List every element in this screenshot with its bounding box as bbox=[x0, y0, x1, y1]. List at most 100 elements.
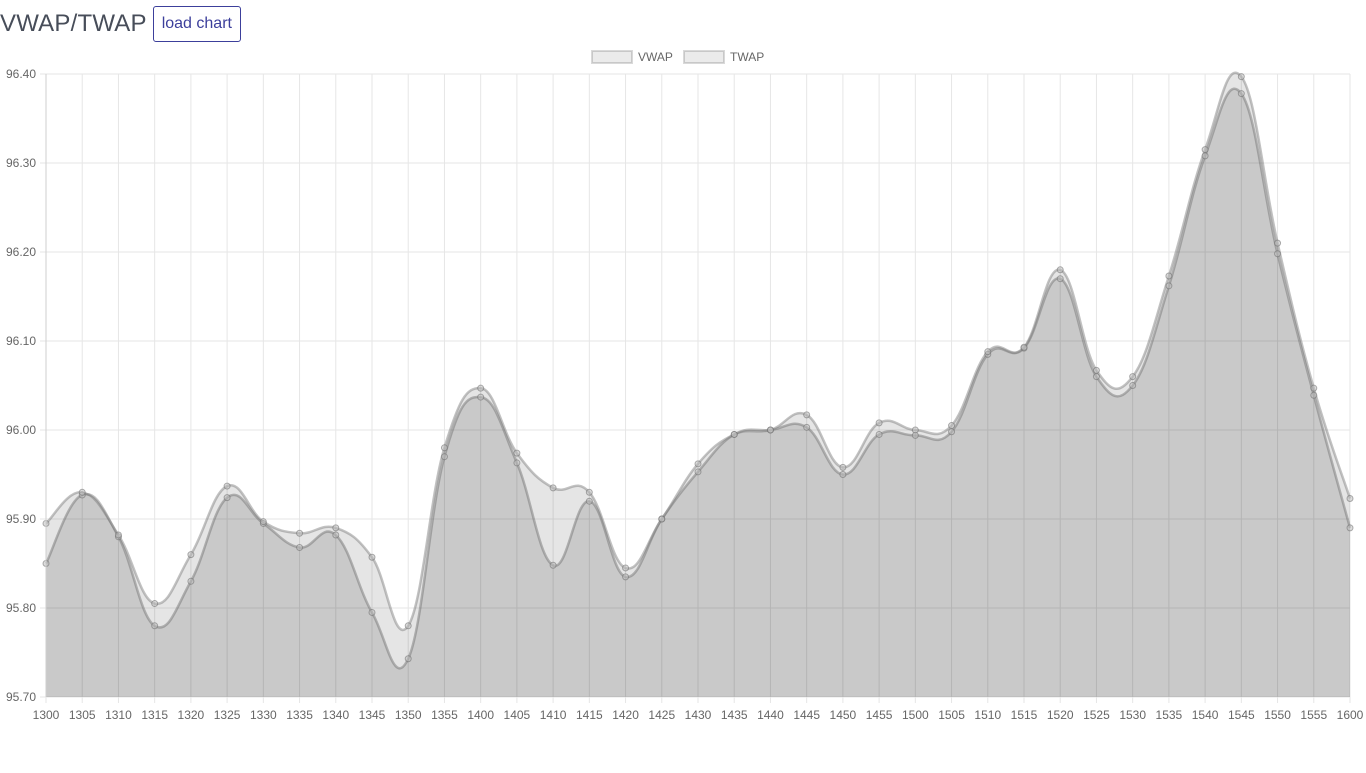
twap-point[interactable] bbox=[223, 482, 231, 490]
vwap-point[interactable] bbox=[187, 577, 195, 585]
x-tick-label: 1555 bbox=[1300, 708, 1327, 722]
y-tick-label: 95.90 bbox=[6, 512, 36, 526]
vwap-point[interactable] bbox=[440, 453, 448, 461]
vwap-point[interactable] bbox=[948, 428, 956, 436]
vwap-point[interactable] bbox=[622, 573, 630, 581]
twap-line bbox=[45, 71, 1352, 631]
twap-legend-swatch[interactable] bbox=[683, 50, 725, 64]
twap-point[interactable] bbox=[549, 484, 557, 492]
vwap-legend-swatch[interactable] bbox=[591, 50, 633, 64]
x-tick-label: 1315 bbox=[141, 708, 168, 722]
x-tick-label: 1410 bbox=[540, 708, 567, 722]
y-tick-label: 96.00 bbox=[6, 423, 36, 437]
twap-point[interactable] bbox=[622, 564, 630, 572]
vwap-point[interactable] bbox=[1346, 524, 1354, 532]
twap-point[interactable] bbox=[984, 348, 992, 356]
x-tick-label: 1520 bbox=[1047, 708, 1074, 722]
twap-point[interactable] bbox=[296, 529, 304, 537]
vwap-point[interactable] bbox=[477, 393, 485, 401]
twap-point[interactable] bbox=[259, 518, 267, 526]
x-tick-label: 1340 bbox=[322, 708, 349, 722]
vwap-point[interactable] bbox=[875, 430, 883, 438]
vwap-point[interactable] bbox=[839, 471, 847, 478]
twap-point[interactable] bbox=[1310, 384, 1318, 392]
twap-point[interactable] bbox=[477, 384, 485, 392]
x-tick-label: 1435 bbox=[721, 708, 748, 722]
x-tick-label: 1535 bbox=[1156, 708, 1183, 722]
vwap-legend-label[interactable]: VWAP bbox=[638, 50, 673, 64]
x-tick-label: 1350 bbox=[395, 708, 422, 722]
vwap-point[interactable] bbox=[585, 497, 593, 505]
page-title: VWAP/TWAP bbox=[0, 10, 147, 37]
twap-point[interactable] bbox=[875, 419, 883, 427]
x-tick-label: 1550 bbox=[1264, 708, 1291, 722]
vwap-point[interactable] bbox=[368, 608, 376, 616]
x-tick-label: 1415 bbox=[576, 708, 603, 722]
twap-point[interactable] bbox=[404, 622, 412, 630]
twap-point[interactable] bbox=[766, 426, 774, 434]
twap-point[interactable] bbox=[187, 551, 195, 559]
chart-container: 96.40 96.30 96.20 96.10 96.00 95.90 95.80 95.70… bbox=[0, 44, 1366, 768]
vwap-point[interactable] bbox=[694, 468, 702, 476]
vwap-point[interactable] bbox=[513, 459, 521, 467]
twap-point[interactable] bbox=[1056, 266, 1064, 274]
vwap-point[interactable] bbox=[549, 561, 557, 569]
x-tick-label: 1425 bbox=[648, 708, 675, 722]
x-tick-label: 1400 bbox=[467, 708, 494, 722]
twap-point[interactable] bbox=[1165, 272, 1173, 280]
x-tick-label: 1455 bbox=[866, 708, 893, 722]
vwap-point[interactable] bbox=[1201, 152, 1209, 160]
vwap-point[interactable] bbox=[803, 423, 811, 431]
twap-point[interactable] bbox=[839, 463, 847, 471]
x-tick-label: 1405 bbox=[504, 708, 531, 722]
x-tick-label: 1450 bbox=[830, 708, 857, 722]
twap-legend-label[interactable]: TWAP bbox=[730, 50, 764, 64]
vwap-point[interactable] bbox=[1274, 250, 1282, 258]
twap-point[interactable] bbox=[513, 449, 521, 457]
vwap-point[interactable] bbox=[296, 543, 304, 551]
twap-point[interactable] bbox=[78, 488, 86, 496]
vwap-point[interactable] bbox=[1237, 90, 1245, 98]
x-tick-label: 1320 bbox=[178, 708, 205, 722]
vwap-point[interactable] bbox=[1165, 282, 1173, 290]
twap-point[interactable] bbox=[332, 524, 340, 532]
twap-point[interactable] bbox=[1129, 373, 1137, 381]
vwap-point[interactable] bbox=[332, 531, 340, 539]
twap-point[interactable] bbox=[803, 411, 811, 419]
twap-point[interactable] bbox=[1346, 495, 1354, 503]
twap-point[interactable] bbox=[1020, 343, 1028, 351]
load-chart-button[interactable]: load chart bbox=[152, 6, 241, 42]
twap-point[interactable] bbox=[151, 600, 159, 608]
twap-point[interactable] bbox=[658, 515, 666, 523]
vwap-point[interactable] bbox=[404, 655, 412, 663]
vwap-point[interactable] bbox=[223, 494, 231, 502]
x-tick-label: 1325 bbox=[214, 708, 241, 722]
vwap-area bbox=[46, 88, 1350, 698]
vwap-point[interactable] bbox=[1129, 382, 1137, 389]
twap-point[interactable] bbox=[948, 422, 956, 430]
x-tick-label: 1545 bbox=[1228, 708, 1255, 722]
twap-point[interactable] bbox=[1092, 366, 1100, 374]
twap-point[interactable] bbox=[440, 444, 448, 452]
twap-point[interactable] bbox=[1237, 73, 1245, 81]
y-tick-label: 96.30 bbox=[6, 156, 36, 170]
twap-point[interactable] bbox=[1201, 146, 1209, 154]
twap-point[interactable] bbox=[114, 531, 122, 539]
vwap-point[interactable] bbox=[1056, 275, 1064, 283]
y-tick-label: 95.70 bbox=[6, 690, 36, 704]
twap-point[interactable] bbox=[585, 488, 593, 496]
x-tick-label: 1600 bbox=[1337, 708, 1364, 722]
twap-point[interactable] bbox=[368, 553, 376, 561]
twap-point[interactable] bbox=[694, 460, 702, 468]
vwap-point[interactable] bbox=[151, 622, 159, 630]
x-tick-label: 1505 bbox=[938, 708, 965, 722]
vwap-point[interactable] bbox=[1092, 373, 1100, 381]
x-tick-label: 1525 bbox=[1083, 708, 1110, 722]
x-tick-label: 1540 bbox=[1192, 708, 1219, 722]
x-tick-label: 1445 bbox=[793, 708, 820, 722]
twap-point[interactable] bbox=[730, 430, 738, 438]
x-tick-label: 1300 bbox=[33, 708, 60, 722]
twap-point[interactable] bbox=[1274, 239, 1282, 247]
vwap-point[interactable] bbox=[1310, 391, 1318, 399]
twap-point[interactable] bbox=[911, 426, 919, 434]
